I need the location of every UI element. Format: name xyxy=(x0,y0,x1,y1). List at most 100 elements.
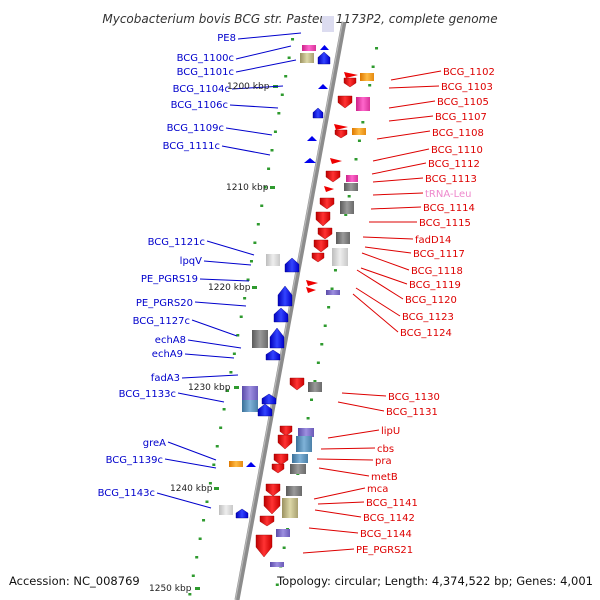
feature-box xyxy=(346,175,358,182)
gene-label[interactable]: BCG_1131 xyxy=(386,407,438,418)
feature-box xyxy=(360,73,374,81)
leader-line xyxy=(314,509,362,518)
gene-label[interactable]: BCG_1107 xyxy=(435,112,487,123)
feature-box xyxy=(290,464,306,474)
scale-tick xyxy=(214,487,219,490)
forward-gene-arrow xyxy=(344,72,358,78)
tick-mark xyxy=(330,287,334,290)
gene-label[interactable]: PE_PGRS20 xyxy=(136,298,193,309)
gene-label[interactable]: BCG_1123 xyxy=(402,312,454,323)
leader-line xyxy=(372,148,430,162)
gene-label[interactable]: BCG_1109c xyxy=(167,123,224,134)
gene-label[interactable]: BCG_1144 xyxy=(360,529,412,540)
gene-label[interactable]: cbs xyxy=(377,444,394,455)
gene-label[interactable]: lipU xyxy=(381,426,400,437)
leader-line xyxy=(194,301,247,307)
feature-box xyxy=(308,382,322,392)
forward-gene-arrow xyxy=(334,129,348,139)
gene-label[interactable]: BCG_1133c xyxy=(119,389,176,400)
reverse-gene-arrow xyxy=(307,136,317,141)
forward-gene-arrow xyxy=(273,453,289,466)
tick-mark xyxy=(236,334,240,337)
gene-label[interactable]: lpqV xyxy=(180,256,202,267)
reverse-gene-arrow xyxy=(277,285,293,307)
forward-gene-arrow xyxy=(315,211,331,227)
leader-line xyxy=(388,85,440,89)
forward-gene-arrow xyxy=(343,77,357,88)
gene-label[interactable]: BCG_1117 xyxy=(413,249,465,260)
feature-box xyxy=(286,486,302,496)
gene-label[interactable]: BCG_1141 xyxy=(366,498,418,509)
feature-box xyxy=(296,436,312,452)
leader-line xyxy=(352,293,399,333)
gene-label[interactable]: mca xyxy=(367,484,388,495)
leader-line xyxy=(187,339,242,349)
tick-mark xyxy=(256,223,260,226)
gene-label[interactable]: BCG_1101c xyxy=(177,67,234,78)
scale-label: 1200 kbp xyxy=(227,82,270,92)
left-labels: PE8 BCG_1100c BCG_1101c BCG_1104c BCG_11… xyxy=(98,33,236,499)
tick-mark xyxy=(291,38,295,41)
gene-label[interactable]: BCG_1100c xyxy=(177,53,234,64)
gene-label[interactable]: BCG_1118 xyxy=(411,266,463,277)
gene-label[interactable]: echA9 xyxy=(152,349,183,360)
feature-box xyxy=(344,183,358,191)
reverse-gene-arrow xyxy=(265,349,281,361)
gene-label[interactable]: pra xyxy=(375,456,392,467)
gene-label[interactable]: metB xyxy=(371,472,398,483)
gene-label[interactable]: fadD14 xyxy=(415,235,451,246)
gene-label[interactable]: BCG_1119 xyxy=(409,280,461,291)
tick-mark xyxy=(219,426,223,429)
gene-label[interactable]: PE_PGRS21 xyxy=(356,545,413,556)
gene-label[interactable]: fadA3 xyxy=(151,373,180,384)
gene-label[interactable]: BCG_1127c xyxy=(133,316,190,327)
gene-label[interactable]: BCG_1105 xyxy=(437,97,489,108)
tick-mark xyxy=(284,75,288,78)
tick-mark xyxy=(226,389,230,392)
gene-label[interactable]: BCG_1115 xyxy=(419,218,471,229)
leader-line xyxy=(191,319,238,337)
tick-mark xyxy=(229,371,233,374)
gene-label[interactable]: BCG_1130 xyxy=(388,392,440,403)
gene-label[interactable]: BCG_1142 xyxy=(363,513,415,524)
gene-label[interactable]: BCG_1124 xyxy=(400,328,452,339)
leader-line xyxy=(203,260,252,266)
gene-label[interactable]: BCG_1111c xyxy=(163,141,220,152)
leader-line xyxy=(316,458,374,461)
gene-label[interactable]: BCG_1108 xyxy=(432,128,484,139)
gene-label[interactable]: BCG_1114 xyxy=(423,203,475,214)
forward-gene-arrow xyxy=(334,124,348,130)
gene-label[interactable]: BCG_1110 xyxy=(431,145,483,156)
gene-label[interactable]: PE_PGRS19 xyxy=(141,274,198,285)
gene-label[interactable]: BCG_1139c xyxy=(106,455,163,466)
leader-line xyxy=(317,501,365,505)
feature-box xyxy=(242,386,258,400)
trna-label[interactable]: tRNA-Leu xyxy=(425,189,471,200)
tick-mark xyxy=(347,195,351,198)
reverse-gene-arrow xyxy=(312,107,324,119)
gene-label[interactable]: BCG_1106c xyxy=(171,100,228,111)
gene-label[interactable]: BCG_1120 xyxy=(405,295,457,306)
tick-mark xyxy=(246,278,250,281)
gene-label[interactable]: BCG_1143c xyxy=(98,488,155,499)
feature-box xyxy=(340,201,354,214)
gene-label[interactable]: echA8 xyxy=(155,335,186,346)
tick-mark xyxy=(195,556,199,559)
gene-label[interactable]: BCG_1121c xyxy=(148,237,205,248)
tick-mark xyxy=(375,47,379,50)
leader-line xyxy=(388,100,436,109)
feature-box xyxy=(292,454,308,463)
tick-mark xyxy=(313,380,317,383)
leader-line xyxy=(371,162,427,175)
gene-label[interactable]: BCG_1112 xyxy=(428,159,480,170)
gene-label[interactable]: BCG_1102 xyxy=(443,67,495,78)
gene-label[interactable]: BCG_1104c xyxy=(173,84,230,95)
gene-label[interactable]: BCG_1113 xyxy=(425,174,477,185)
gene-label[interactable]: PE8 xyxy=(217,33,236,44)
forward-gene-arrow xyxy=(259,515,275,527)
gene-label[interactable]: greA xyxy=(143,438,166,449)
tick-mark xyxy=(357,139,361,142)
gene-label[interactable]: BCG_1103 xyxy=(441,82,493,93)
leader-line xyxy=(390,70,442,81)
feature-box xyxy=(282,498,298,518)
